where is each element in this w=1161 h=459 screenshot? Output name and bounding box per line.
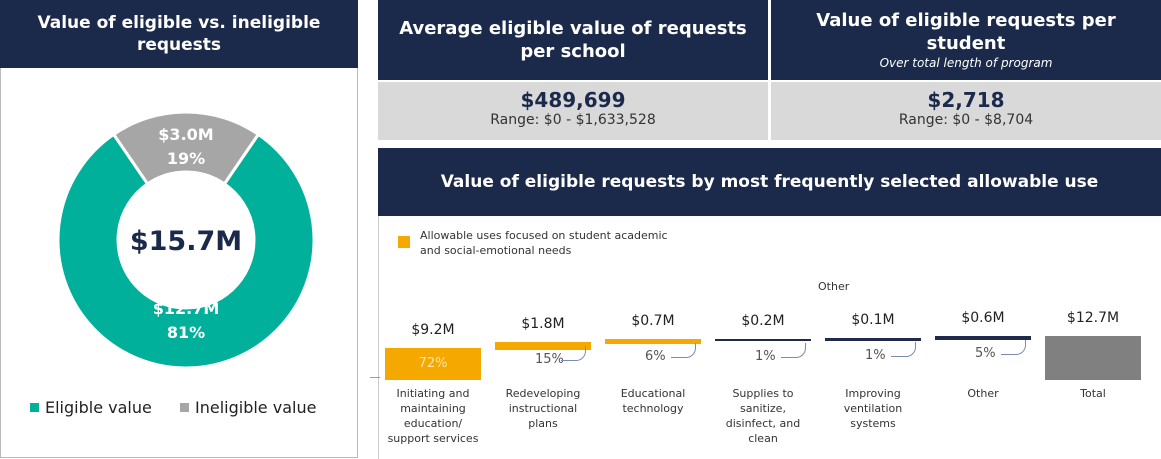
axis-tick xyxy=(370,377,380,378)
bar xyxy=(605,339,701,344)
waterfall-title: Value of eligible requests by most frequ… xyxy=(378,148,1161,216)
share-label: 15% xyxy=(535,351,564,367)
legend-label: Allowable uses focused on student academ… xyxy=(420,229,668,257)
bar-value-label: $0.7M xyxy=(631,313,675,330)
bar xyxy=(825,338,921,341)
x-tick-label: Educational technology xyxy=(620,387,686,415)
x-tick-label: Initiating and maintaining education/ su… xyxy=(387,387,479,445)
bar xyxy=(1045,336,1141,380)
bar-value-label: $12.7M xyxy=(1066,310,1120,326)
x-tick-label: Other xyxy=(967,387,999,400)
slice-value-label: $12.7M xyxy=(153,299,220,318)
kpi-range: Range: $0 - $8,704 xyxy=(898,112,1034,128)
bar xyxy=(385,347,481,380)
bar-value-label: $9.2M xyxy=(411,321,455,338)
x-tick-label: Improving ventilation systems xyxy=(843,387,903,430)
annotation: Other xyxy=(818,280,850,293)
waterfall-title-text: Value of eligible requests by most frequ… xyxy=(440,172,1099,192)
share-label: 1% xyxy=(755,348,776,364)
connector xyxy=(1001,340,1026,356)
bar-value-label: $0.6M xyxy=(961,310,1005,327)
donut-panel xyxy=(0,0,358,458)
kpi-value: $2,718 xyxy=(927,88,1005,112)
donut-slice xyxy=(111,110,261,186)
donut-slice xyxy=(56,132,316,370)
kpi-value: $489,699 xyxy=(520,88,626,112)
bar xyxy=(495,341,591,350)
legend-label: Ineligible value xyxy=(195,398,316,417)
kpi-title-text: Average eligible value of requests per s… xyxy=(399,18,747,62)
slice-share-label: 19% xyxy=(167,149,205,168)
share-label: 1% xyxy=(865,348,886,364)
share-label: 5% xyxy=(975,346,996,362)
connector xyxy=(781,342,806,358)
kpi-value-box: $489,699 Range: $0 - $1,633,528 xyxy=(378,82,768,140)
bar xyxy=(935,336,1031,341)
connector xyxy=(561,345,586,361)
kpi-title: Average eligible value of requests per s… xyxy=(378,0,768,80)
donut-chart: $12.7M 81% $3.0M 19% $15.7M Eligible value Ine… xyxy=(30,110,316,417)
kpi-range: Range: $0 - $1,633,528 xyxy=(490,112,656,128)
bar-value-label: $1.8M xyxy=(521,315,565,332)
kpi-title: Value of eligible requests per student O… xyxy=(771,0,1161,80)
connector xyxy=(891,342,916,358)
legend-swatch xyxy=(398,236,410,248)
kpi-title-text: Value of eligible requests per student xyxy=(816,10,1116,54)
waterfall-chart: Allowable uses focused on student academ… xyxy=(370,216,1161,459)
x-tick-label: Supplies to sanitize, disinfect, and cle… xyxy=(725,387,801,445)
slice-value-label: $3.0M xyxy=(158,125,213,144)
bar-value-label: $0.2M xyxy=(741,312,785,329)
panel-border xyxy=(378,216,379,459)
connector xyxy=(671,343,696,359)
legend-label: Eligible value xyxy=(45,398,152,417)
donut-title: Value of eligible vs. ineligible request… xyxy=(0,0,358,68)
kpi-value-box: $2,718 Range: $0 - $8,704 xyxy=(771,82,1161,140)
legend-swatch xyxy=(180,403,189,412)
donut-center-label: $15.7M xyxy=(130,226,242,257)
share-label: 72% xyxy=(418,355,448,371)
kpi-subtitle: Over total length of program xyxy=(879,56,1053,70)
x-tick-label: Total xyxy=(1080,387,1106,400)
bar xyxy=(715,338,811,342)
x-tick-label: Redeveloping instructional plans xyxy=(505,387,581,430)
share-label: 6% xyxy=(645,349,666,365)
bar-value-label: $0.1M xyxy=(851,312,895,329)
legend-swatch xyxy=(30,403,39,412)
slice-share-label: 81% xyxy=(167,323,205,342)
